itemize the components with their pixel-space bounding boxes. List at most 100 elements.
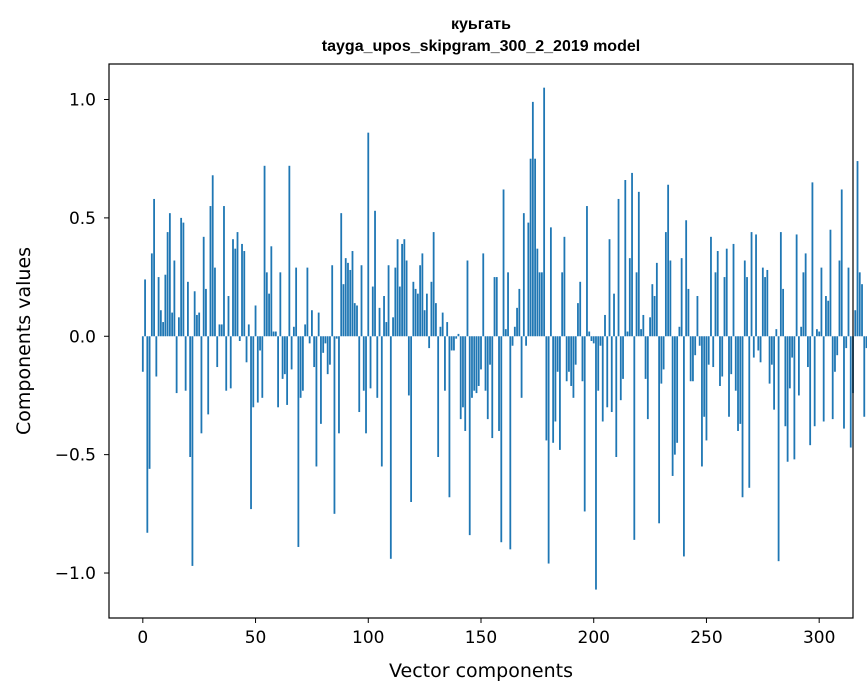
bar-23 — [193, 291, 196, 337]
bar-255 — [716, 251, 719, 337]
bar-295 — [807, 336, 809, 368]
bar-99 — [365, 336, 367, 434]
bar-121 — [414, 288, 417, 337]
bar-251 — [707, 336, 710, 365]
bar-4 — [150, 253, 153, 337]
bar-20 — [187, 281, 189, 337]
bar-215 — [626, 331, 629, 337]
bar-191 — [572, 336, 575, 398]
bar-179 — [545, 336, 548, 441]
bar-33 — [216, 336, 219, 368]
bar-116 — [403, 239, 406, 337]
bar-219 — [635, 272, 638, 337]
bar-139 — [455, 336, 458, 339]
bar-239 — [680, 258, 683, 337]
bar-140 — [457, 333, 460, 337]
bar-89 — [342, 284, 345, 337]
bar-232 — [664, 232, 667, 337]
bar-63 — [283, 336, 286, 375]
bar-75 — [311, 310, 313, 337]
bar-230 — [660, 336, 663, 384]
bar-118 — [407, 336, 410, 396]
bar-320 — [863, 336, 866, 417]
bar-28 — [205, 288, 207, 337]
bar-148 — [475, 336, 478, 394]
bar-254 — [714, 272, 717, 337]
bar-46 — [245, 336, 248, 363]
bar-165 — [513, 326, 516, 337]
bar-71 — [301, 336, 304, 391]
bar-94 — [353, 303, 356, 337]
bar-44 — [241, 243, 243, 337]
bar-196 — [583, 336, 586, 512]
bar-202 — [597, 336, 600, 391]
bar-36 — [223, 206, 225, 337]
bar-49 — [252, 336, 255, 408]
bar-158 — [498, 336, 500, 431]
bar-248 — [701, 336, 703, 467]
bar-314 — [849, 336, 852, 448]
bar-50 — [254, 305, 257, 337]
bar-240 — [683, 336, 685, 557]
plot-frame — [108, 63, 854, 619]
bar-105 — [378, 307, 381, 337]
bar-297 — [811, 182, 814, 337]
y-tick-label: −1.0 — [55, 564, 96, 584]
bar-184 — [556, 336, 559, 372]
bar-296 — [809, 336, 812, 446]
bar-162 — [507, 272, 509, 337]
bar-9 — [162, 322, 165, 337]
bar-205 — [604, 314, 606, 337]
bar-145 — [468, 336, 471, 536]
bar-243 — [689, 336, 692, 382]
bar-159 — [500, 336, 503, 543]
bar-231 — [662, 336, 665, 370]
x-tick-label: 200 — [578, 628, 610, 648]
bar-199 — [590, 336, 593, 341]
bar-120 — [412, 281, 415, 337]
x-axis-label: Vector components — [389, 660, 573, 682]
bar-136 — [448, 336, 451, 498]
bar-95 — [356, 305, 358, 337]
x-tick-label: 50 — [245, 628, 267, 648]
bar-67 — [292, 326, 295, 337]
bar-299 — [816, 329, 818, 337]
bar-72 — [304, 324, 307, 337]
bar-38 — [227, 296, 230, 337]
bar-77 — [315, 336, 318, 467]
bar-164 — [511, 336, 514, 346]
bar-238 — [678, 326, 681, 337]
bar-223 — [644, 336, 647, 379]
bar-155 — [491, 336, 494, 439]
bar-131 — [437, 336, 440, 457]
bar-260 — [728, 336, 730, 417]
bar-58 — [272, 331, 275, 337]
bar-2 — [146, 336, 149, 533]
bar-104 — [376, 336, 379, 398]
bar-76 — [313, 336, 316, 368]
bar-234 — [669, 260, 672, 337]
bar-98 — [362, 336, 365, 391]
bar-317 — [856, 161, 859, 337]
bar-24 — [196, 314, 198, 337]
bar-137 — [450, 336, 453, 351]
bar-170 — [525, 336, 527, 346]
bar-200 — [592, 336, 595, 344]
bar-206 — [606, 336, 609, 408]
bar-13 — [171, 312, 174, 337]
bar-204 — [601, 336, 604, 422]
y-tick-label: 0.5 — [69, 209, 96, 229]
bar-132 — [439, 326, 442, 337]
bar-114 — [398, 286, 401, 337]
bar-224 — [646, 336, 649, 420]
bar-195 — [581, 336, 584, 382]
bar-301 — [820, 267, 823, 337]
bar-285 — [784, 336, 787, 427]
bar-43 — [238, 336, 241, 341]
bar-78 — [317, 312, 320, 337]
bar-91 — [347, 262, 349, 337]
bar-52 — [259, 336, 261, 351]
bar-61 — [279, 272, 282, 337]
bar-26 — [200, 336, 203, 434]
bar-85 — [333, 336, 336, 514]
